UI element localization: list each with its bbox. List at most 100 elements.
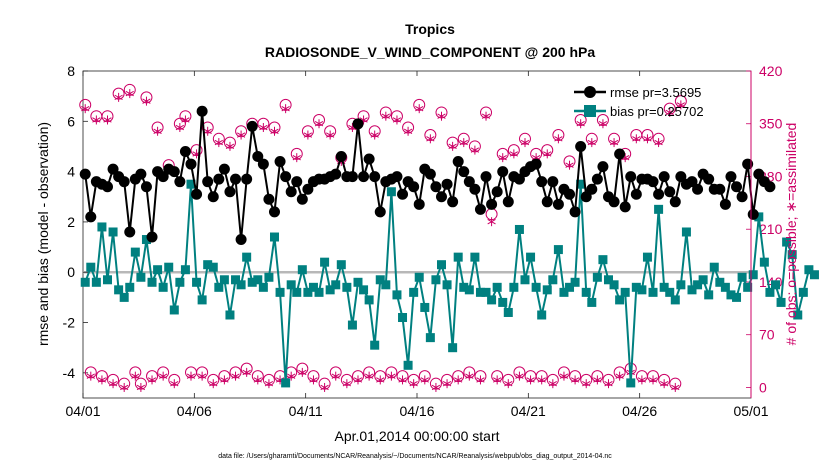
rmse-point	[469, 183, 481, 195]
rmse-point	[408, 181, 420, 193]
bias-point	[693, 280, 703, 290]
bias-point	[503, 307, 513, 317]
obs-assimilated-point	[509, 149, 519, 159]
obs-assimilated-point	[270, 126, 279, 136]
x-axis-label: Apr.01,2014 00:00:00 start	[334, 428, 499, 444]
bias-point	[386, 187, 396, 197]
bias-point	[464, 285, 474, 295]
bias-point	[798, 287, 808, 297]
obs-assimilated-point	[320, 382, 329, 392]
obs-assimilated-point	[548, 379, 557, 389]
obs-assimilated-point	[587, 138, 596, 148]
rmse-point	[491, 186, 503, 198]
bias-point	[620, 287, 630, 297]
obs-assimilated-point	[565, 160, 574, 170]
rmse-point	[140, 181, 152, 193]
bias-point	[314, 287, 324, 297]
bias-point	[565, 282, 575, 292]
obs-assimilated-point	[131, 371, 140, 381]
x-tick-label: 04/16	[399, 403, 434, 419]
rmse-point	[736, 191, 748, 203]
obs-assimilated-point	[353, 375, 363, 385]
rmse-point	[513, 173, 525, 185]
obs-assimilated-point	[81, 104, 90, 114]
bias-point	[114, 285, 124, 295]
rmse-point	[369, 171, 381, 183]
x-tick-label: 04/26	[622, 403, 657, 419]
bias-point	[208, 262, 218, 272]
rmse-point	[474, 203, 486, 215]
legend-rmse-label: rmse pr=3.5695	[610, 85, 701, 100]
obs-assimilated-point	[136, 382, 146, 392]
obs-assimilated-point	[387, 371, 396, 381]
obs-assimilated-point	[437, 111, 446, 121]
bias-point	[136, 272, 146, 282]
obs-assimilated-point	[648, 375, 658, 385]
obs-assimilated-point	[175, 123, 185, 133]
bias-point	[448, 343, 458, 353]
rmse-point	[564, 188, 576, 200]
legend-bias-label: bias pr=0.25702	[610, 104, 704, 119]
obs-assimilated-point	[604, 379, 613, 389]
bias-point	[398, 313, 408, 323]
rmse-point	[424, 168, 436, 180]
y-right-tick-label: 350	[759, 116, 783, 132]
obs-assimilated-point	[665, 107, 674, 117]
obs-assimilated-point	[598, 119, 608, 129]
bias-point	[409, 287, 419, 297]
bias-point	[670, 295, 680, 305]
bias-point	[637, 285, 647, 295]
rmse-point	[241, 173, 253, 185]
rmse-point	[85, 211, 97, 223]
bias-point	[492, 282, 502, 292]
y-left-tick-label: 0	[67, 264, 75, 280]
rmse-point	[441, 178, 453, 190]
bias-point	[102, 275, 112, 285]
rmse-point	[430, 181, 442, 193]
y-left-tick-label: -2	[63, 315, 76, 331]
bias-point	[97, 222, 107, 232]
obs-assimilated-point	[108, 379, 118, 389]
obs-assimilated-point	[287, 371, 296, 381]
rmse-point	[174, 176, 186, 188]
obs-assimilated-point	[671, 382, 680, 392]
bias-point	[186, 179, 196, 189]
obs-assimilated-point	[142, 96, 151, 106]
rmse-point	[358, 171, 370, 183]
y-right-axis-label: # of obs: o=possible; ∗=assimilated	[783, 123, 799, 346]
obs-assimilated-point	[309, 375, 318, 385]
bias-point	[147, 277, 157, 287]
bias-point	[592, 272, 602, 282]
obs-assimilated-point	[381, 111, 390, 121]
rmse-point	[591, 173, 603, 185]
bias-point	[375, 275, 385, 285]
obs-assimilated-point	[526, 375, 535, 385]
bias-point	[247, 277, 257, 287]
bias-point	[581, 287, 591, 297]
y-left-axis-label: rmse and bias (model - observation)	[35, 122, 51, 346]
obs-assimilated-point	[197, 371, 207, 381]
obs-assimilated-point	[431, 382, 441, 392]
rmse-point	[575, 140, 587, 152]
bias-point	[269, 232, 279, 242]
bias-point	[258, 282, 268, 292]
bias-series	[80, 179, 819, 388]
x-tick-label: 04/01	[65, 403, 100, 419]
obs-assimilated-point	[376, 375, 385, 385]
rmse-point	[569, 206, 581, 218]
bias-point	[425, 333, 435, 343]
rmse-point	[692, 183, 704, 195]
bias-point	[559, 287, 569, 297]
bias-point	[359, 285, 369, 295]
bias-point	[130, 247, 140, 257]
obs-assimilated-point	[209, 379, 218, 389]
rmse-point	[257, 158, 269, 170]
bias-point	[787, 250, 797, 260]
rmse-point	[291, 176, 303, 188]
rmse-point	[346, 171, 358, 183]
rmse-point	[230, 173, 242, 185]
obs-assimilated-point	[487, 217, 496, 227]
bias-point	[793, 310, 803, 320]
obs-assimilated-point	[582, 379, 591, 389]
